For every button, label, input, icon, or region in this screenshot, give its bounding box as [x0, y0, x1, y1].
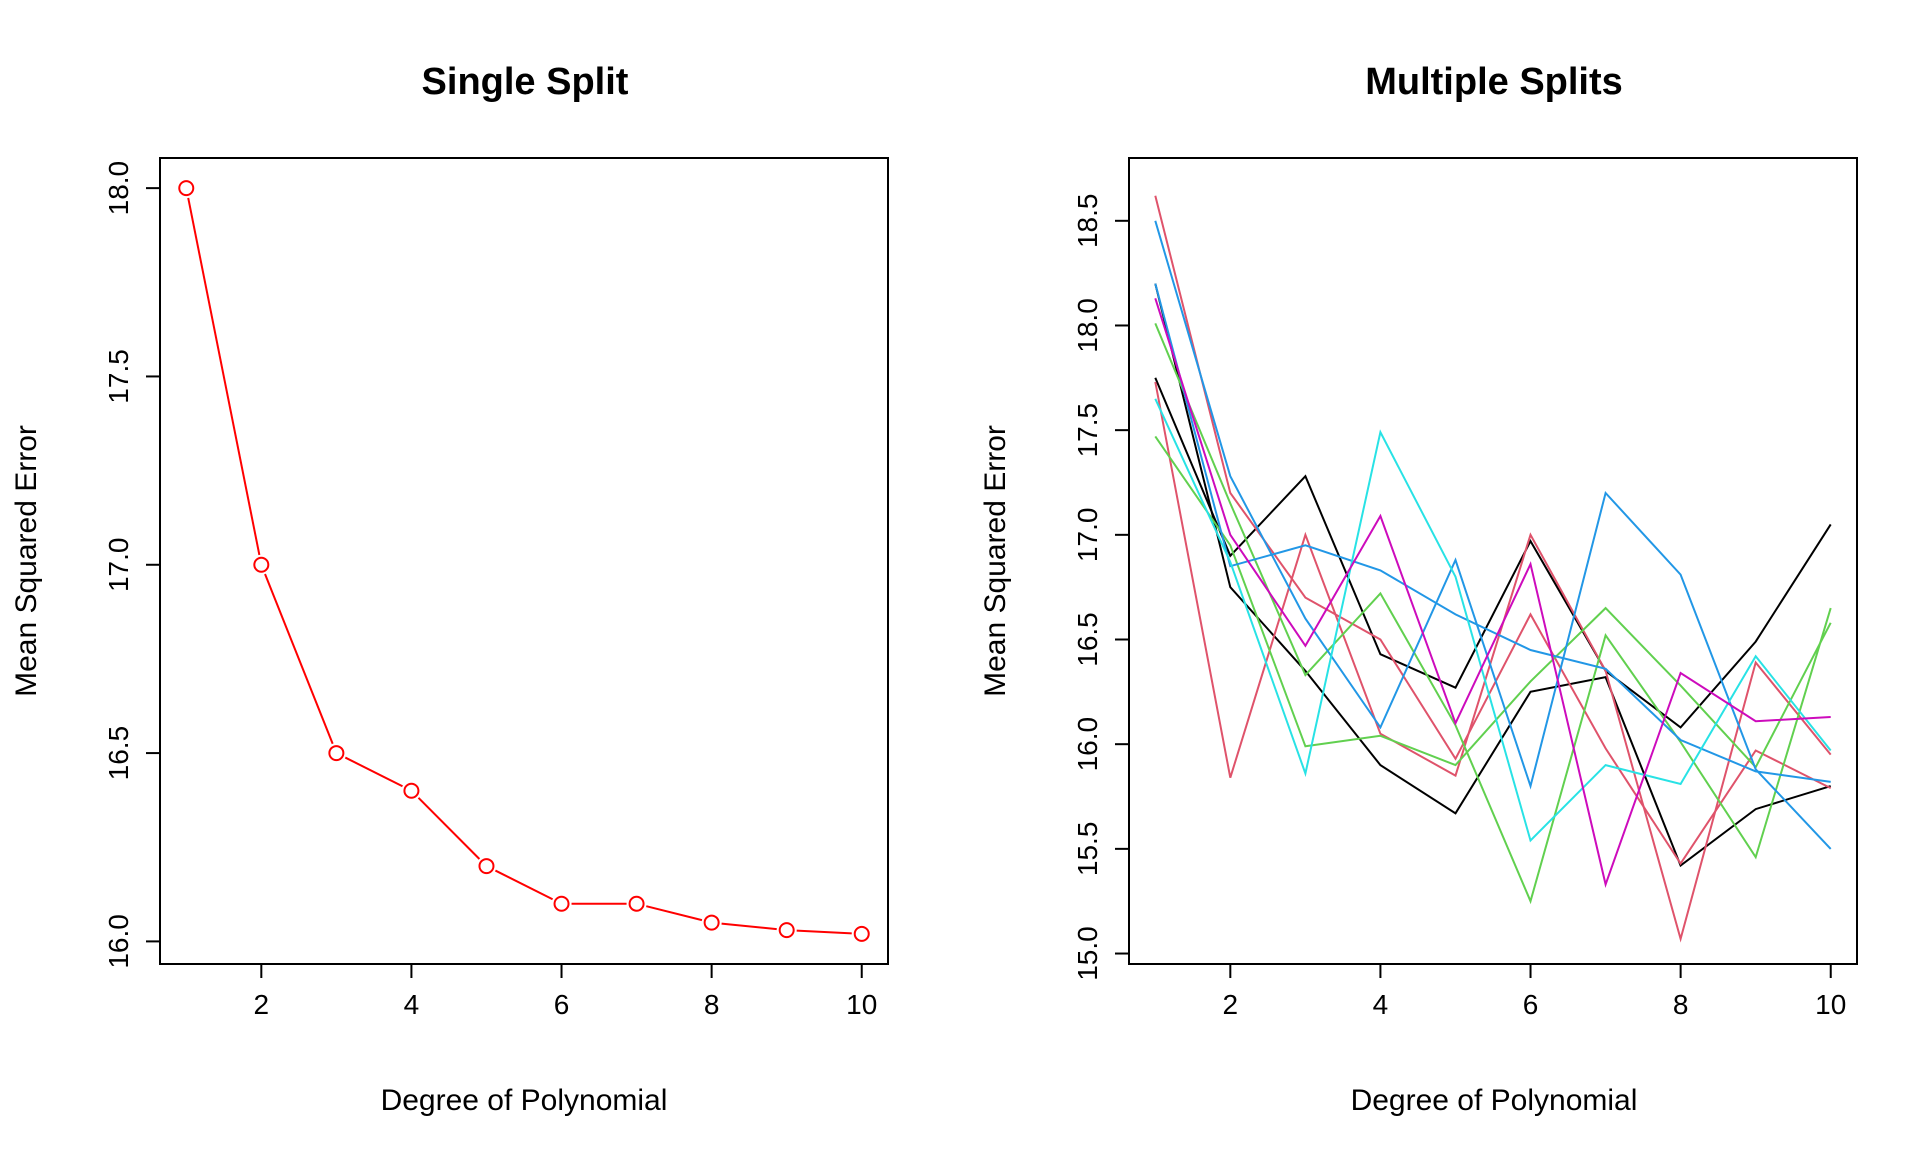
series-line-segment — [721, 922, 777, 931]
chart-title: Multiple Splits — [1365, 61, 1623, 103]
data-point — [778, 922, 795, 939]
series-line-1 — [1154, 283, 1831, 868]
series-line-segment — [344, 756, 403, 788]
y-axis-label: Mean Squared Error — [979, 425, 1012, 697]
series-line-segment — [494, 869, 554, 901]
data-point — [853, 925, 870, 942]
series-line-2 — [1154, 377, 1832, 729]
series-line-segment — [187, 197, 261, 556]
data-point — [628, 895, 645, 912]
x-tick-label: 4 — [404, 989, 420, 1020]
plot-frame — [1128, 157, 1858, 965]
y-tick-label: 16.0 — [103, 914, 134, 969]
x-ticks: 2 4 6 8 10 — [254, 964, 877, 1020]
data-point — [553, 895, 570, 912]
series-line-4 — [1154, 381, 1832, 943]
series-line-segment — [264, 573, 334, 745]
x-tick-label: 2 — [1223, 989, 1239, 1020]
y-tick-label: 17.5 — [103, 349, 134, 404]
series-line-8 — [1154, 283, 1831, 783]
x-tick-label: 6 — [554, 989, 570, 1020]
y-tick-label: 17.0 — [103, 538, 134, 593]
y-tick-label: 16.5 — [103, 726, 134, 781]
data-point — [403, 782, 420, 799]
data-point — [328, 745, 345, 762]
y-ticks: 15.0 15.5 16.0 16.5 17.0 17.5 18.0 18.5 — [1072, 194, 1129, 981]
series-layer — [178, 180, 870, 942]
series-layer — [1154, 195, 1832, 943]
series-line-9 — [1154, 398, 1832, 843]
series-line-segment — [796, 929, 852, 935]
x-tick-label: 8 — [1673, 989, 1689, 1020]
chart-panel-single-split: Single Split Degree of Polynomial Mean S… — [10, 61, 889, 1117]
x-tick-label: 6 — [1523, 989, 1539, 1020]
series-line-10 — [1154, 297, 1831, 888]
series-line-segment — [417, 797, 481, 860]
y-tick-label: 15.0 — [1072, 926, 1103, 981]
series-line-6 — [1154, 435, 1832, 769]
data-point — [703, 914, 720, 931]
y-tick-label: 18.0 — [1072, 298, 1103, 353]
x-tick-label: 2 — [254, 989, 270, 1020]
y-tick-label: 18.0 — [103, 161, 134, 216]
x-tick-label: 8 — [704, 989, 720, 1020]
y-tick-label: 16.5 — [1072, 612, 1103, 667]
x-axis-label: Degree of Polynomial — [1351, 1084, 1638, 1117]
series-line-7 — [1154, 220, 1832, 850]
x-axis-label: Degree of Polynomial — [381, 1084, 668, 1117]
series-line-3 — [1154, 195, 1832, 866]
data-point — [253, 556, 270, 573]
x-tick-label: 4 — [1373, 989, 1389, 1020]
chart-title: Single Split — [422, 61, 629, 103]
plot-frame — [159, 157, 889, 965]
data-point — [478, 858, 495, 875]
y-tick-label: 15.5 — [1072, 822, 1103, 877]
y-tick-label: 17.5 — [1072, 403, 1103, 458]
y-axis-label: Mean Squared Error — [10, 425, 43, 697]
y-ticks: 16.0 16.5 17.0 17.5 18.0 — [103, 161, 160, 969]
x-ticks: 2 4 6 8 10 — [1223, 964, 1846, 1020]
x-tick-label: 10 — [1815, 989, 1846, 1020]
y-tick-label: 17.0 — [1072, 508, 1103, 563]
data-point — [178, 180, 195, 197]
y-tick-label: 18.5 — [1072, 194, 1103, 249]
x-tick-label: 10 — [846, 989, 877, 1020]
series-line-segment — [646, 905, 703, 922]
y-tick-label: 16.0 — [1072, 717, 1103, 772]
chart-panel-multiple-splits: Multiple Splits Degree of Polynomial Mea… — [979, 61, 1858, 1117]
